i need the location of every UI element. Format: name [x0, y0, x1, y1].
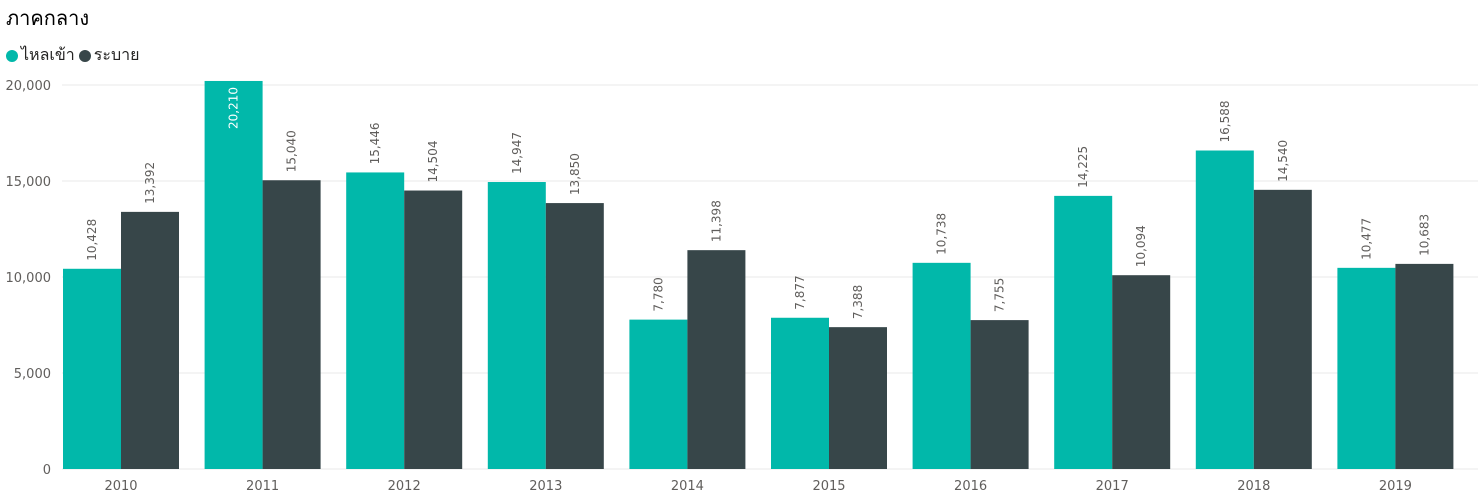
data-label: 16,588 [1218, 101, 1232, 143]
y-tick-label: 5,000 [14, 367, 51, 382]
data-label: 10,683 [1417, 214, 1431, 256]
bar-outflow-2019[interactable] [1395, 263, 1454, 469]
data-label: 10,428 [85, 219, 99, 261]
x-tick-label: 2015 [812, 479, 845, 494]
x-tick-label: 2013 [529, 479, 562, 494]
bar-inflow-2019[interactable] [1337, 267, 1396, 469]
bar-outflow-2014[interactable] [687, 250, 746, 469]
bar-outflow-2017[interactable] [1112, 275, 1171, 469]
x-tick-label: 2011 [246, 479, 279, 494]
x-tick-label: 2017 [1096, 479, 1129, 494]
legend-label-outflow: ระบาย [93, 45, 140, 64]
x-tick-label: 2010 [104, 479, 137, 494]
bar-outflow-2011[interactable] [262, 180, 321, 469]
data-label: 15,446 [368, 122, 382, 164]
data-label: 7,877 [793, 275, 807, 309]
data-label: 7,780 [651, 277, 665, 311]
legend-item-inflow[interactable]: ไหลเข้า [6, 43, 75, 68]
y-tick-label: 10,000 [6, 271, 52, 286]
data-label: 15,040 [285, 130, 299, 172]
chart-title: ภาคกลาง [6, 6, 90, 30]
data-label: 14,225 [1076, 146, 1090, 188]
data-label: 20,210 [227, 87, 241, 129]
bar-inflow-2018[interactable] [1195, 150, 1254, 469]
data-label: 10,477 [1359, 218, 1373, 260]
bar-outflow-2015[interactable] [829, 327, 887, 469]
y-tick-label: 20,000 [6, 79, 52, 94]
legend-marker-outflow [78, 49, 91, 62]
y-tick-label: 0 [43, 463, 51, 478]
data-label: 11,398 [709, 200, 723, 242]
x-tick-label: 2016 [954, 479, 987, 494]
data-labels: 10,428 13,392 20,210 15,040 15,446 14,504 14,9… [85, 87, 1431, 319]
bar-inflow-2010[interactable] [63, 268, 121, 469]
bar-outflow-2016[interactable] [970, 320, 1029, 469]
x-tick-label: 2014 [671, 479, 704, 494]
y-tick-label: 15,000 [6, 175, 52, 190]
legend: ไหลเข้า ระบาย [6, 43, 144, 68]
bar-inflow-2017[interactable] [1054, 195, 1113, 469]
x-tick-label: 2018 [1237, 479, 1270, 494]
bar-outflow-2018[interactable] [1253, 189, 1312, 469]
data-label: 10,738 [935, 213, 949, 255]
x-axis-ticks: 2010 2011 2012 2013 2014 2015 2016 2017 2018 2019 [104, 479, 1411, 494]
bar-outflow-2012[interactable] [404, 190, 463, 469]
x-tick-label: 2012 [388, 479, 421, 494]
data-label: 7,388 [851, 285, 865, 319]
legend-label-inflow: ไหลเข้า [21, 45, 75, 64]
bar-outflow-2013[interactable] [545, 203, 604, 469]
bars [63, 80, 1454, 470]
legend-marker-inflow [6, 49, 18, 62]
data-label: 7,755 [993, 278, 1007, 312]
data-label: 14,540 [1276, 140, 1290, 182]
bar-inflow-2014[interactable] [629, 319, 688, 469]
data-label: 14,947 [510, 132, 524, 174]
y-axis-ticks: 0 5,000 10,000 15,000 20,000 [6, 79, 52, 478]
bar-inflow-2013[interactable] [487, 182, 546, 470]
x-tick-label: 2019 [1379, 479, 1412, 494]
bar-inflow-2012[interactable] [346, 172, 405, 469]
bar-inflow-2016[interactable] [912, 262, 971, 469]
bar-inflow-2015[interactable] [771, 317, 829, 469]
data-label: 13,850 [568, 153, 582, 195]
legend-item-outflow[interactable]: ระบาย [78, 43, 140, 68]
data-label: 13,392 [143, 162, 157, 204]
bar-outflow-2010[interactable] [121, 211, 179, 469]
data-label: 10,094 [1134, 225, 1148, 267]
bar-inflow-2011[interactable] [204, 80, 263, 469]
data-label: 14,504 [426, 141, 440, 183]
